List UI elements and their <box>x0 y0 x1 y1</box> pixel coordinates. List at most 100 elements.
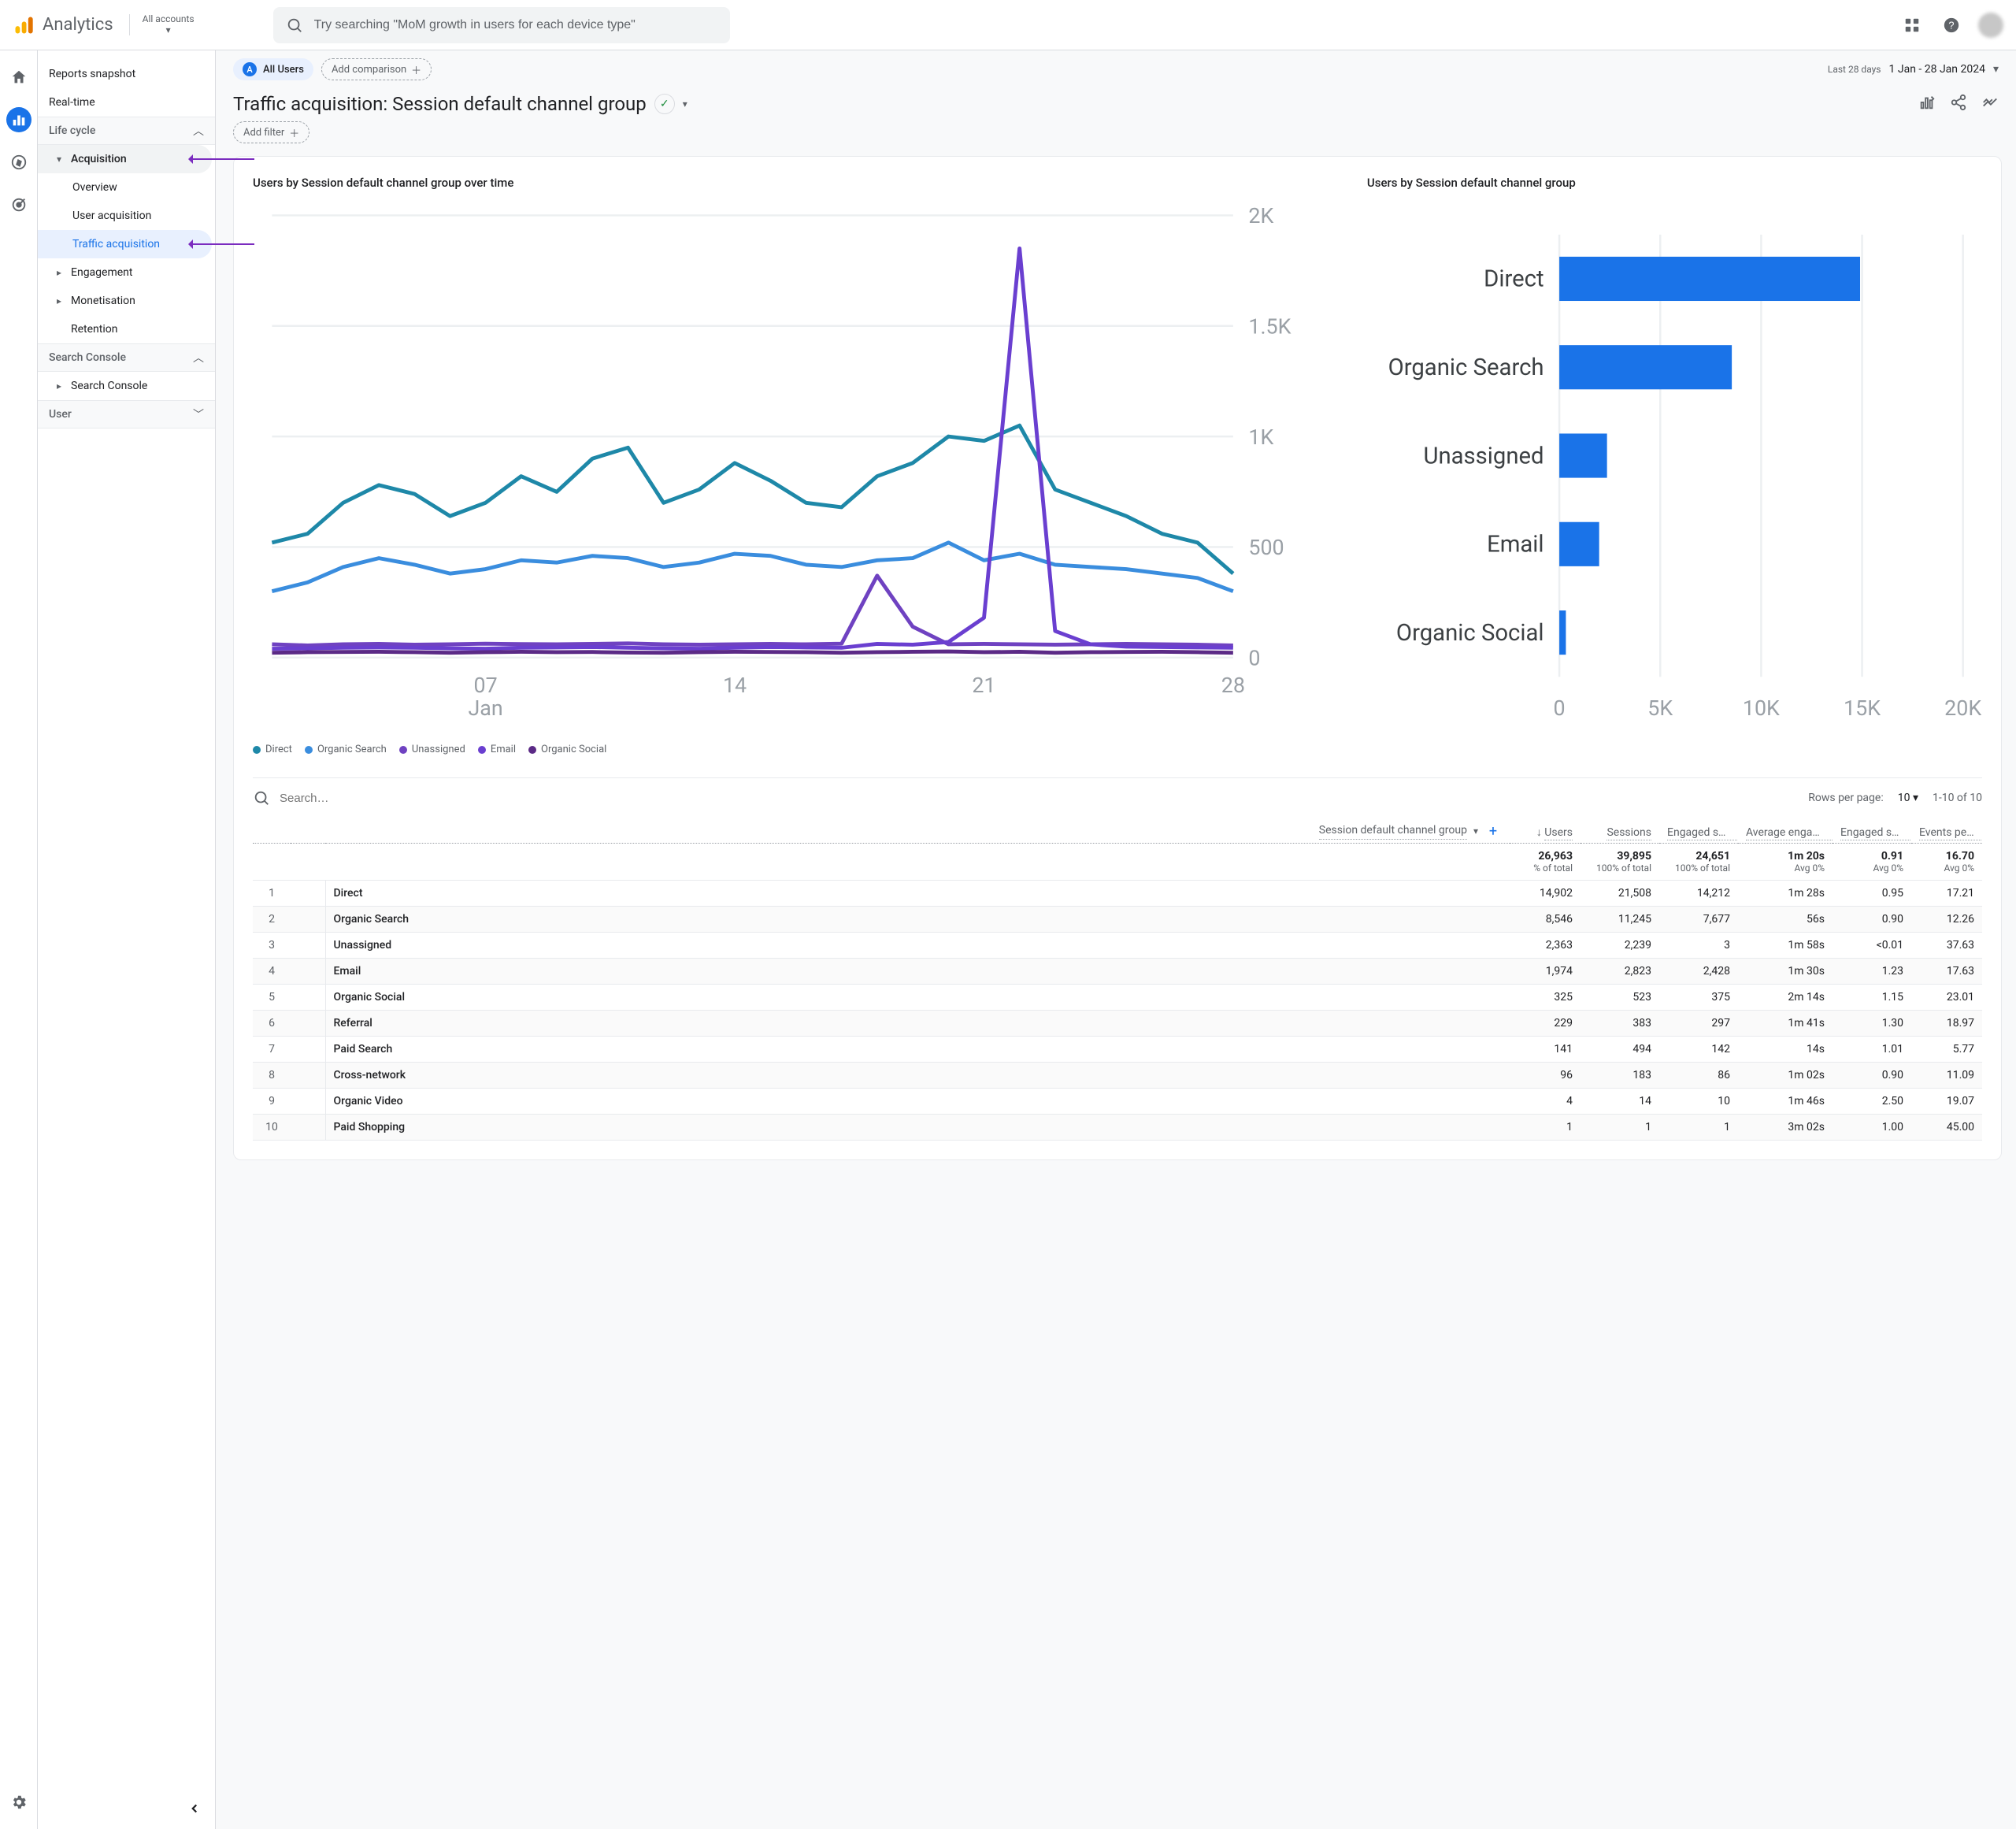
chevron-up-icon: ︿ <box>193 123 204 139</box>
caret-right-icon: ▸ <box>57 295 69 306</box>
svg-text:20K: 20K <box>1944 696 1981 721</box>
table-row[interactable]: 1Direct14,90221,50814,2121m 28s0.9517.21 <box>253 881 1982 907</box>
collapse-nav-icon[interactable] <box>183 1797 206 1820</box>
verified-icon[interactable]: ✓ <box>654 94 675 114</box>
table-row[interactable]: 7Paid Search14149414214s1.015.77 <box>253 1037 1982 1063</box>
pager-text: 1-10 of 10 <box>1933 792 1982 804</box>
svg-text:5K: 5K <box>1647 696 1673 721</box>
table-search[interactable] <box>253 789 451 807</box>
rail-reports-icon[interactable] <box>6 107 32 132</box>
account-label: All accounts <box>143 14 195 24</box>
help-icon[interactable]: ? <box>1939 13 1964 38</box>
date-range-picker[interactable]: Last 28 days 1 Jan - 28 Jan 2024 ▾ <box>1828 63 1999 76</box>
data-table: Session default channel group ▾ + ↓ User… <box>253 816 1982 1141</box>
table-row[interactable]: 9Organic Video414101m 46s2.5019.07 <box>253 1089 1982 1115</box>
legend-swatch <box>528 746 536 754</box>
svg-text:Organic Search: Organic Search <box>1388 354 1544 381</box>
table-totals-row: 26,963% of total39,895100% of total24,65… <box>253 844 1982 881</box>
svg-text:0: 0 <box>1248 646 1260 671</box>
nav-group-search-console[interactable]: Search Console︿ <box>38 343 215 372</box>
nav-acquisition[interactable]: ▾ Acquisition <box>38 145 212 173</box>
col-events-per-session[interactable]: Events per session <box>1911 816 1982 844</box>
svg-text:Unassigned: Unassigned <box>1423 443 1544 469</box>
primary-rail <box>0 50 38 1829</box>
apps-icon[interactable] <box>1899 13 1925 38</box>
nav-search-console[interactable]: ▸Search Console <box>38 372 212 400</box>
svg-text:10K: 10K <box>1743 696 1780 721</box>
title-menu-caret[interactable]: ▾ <box>683 98 687 109</box>
col-sessions[interactable]: Sessions <box>1581 816 1659 844</box>
rows-per-page-select[interactable]: 10 ▾ <box>1898 792 1918 804</box>
search-icon <box>253 789 270 807</box>
rail-home-icon[interactable] <box>6 65 32 90</box>
topbar: Analytics All accounts ▾ ? <box>0 0 2016 50</box>
rail-advertising-icon[interactable] <box>6 192 32 217</box>
sort-down-icon: ↓ <box>1536 826 1542 839</box>
table-row[interactable]: 2Organic Search8,54611,2457,67756s0.9012… <box>253 907 1982 933</box>
col-engaged-per-user[interactable]: Engaged sessions per user <box>1833 816 1911 844</box>
table-row[interactable]: 4Email1,9742,8232,4281m 30s1.2317.63 <box>253 959 1982 985</box>
rows-per-page-label: Rows per page: <box>1808 792 1883 804</box>
rail-explore-icon[interactable] <box>6 150 32 175</box>
legend-item[interactable]: Organic Social <box>528 744 606 755</box>
nav-overview[interactable]: Overview <box>38 173 212 202</box>
table-search-input[interactable] <box>278 791 451 806</box>
bar-chart: 05K10K15K20KDirectOrganic SearchUnassign… <box>1367 196 1982 734</box>
chevron-up-icon: ︿ <box>193 350 204 365</box>
product-logo[interactable]: Analytics <box>13 14 113 36</box>
insights-icon[interactable] <box>1981 94 1999 114</box>
add-dimension-button[interactable]: + <box>1484 822 1502 840</box>
col-avg-engagement[interactable]: Average engagement time per session <box>1738 816 1833 844</box>
nav-real-time[interactable]: Real-time <box>38 88 212 117</box>
avatar[interactable] <box>1978 13 2003 38</box>
annotation-arrow <box>191 158 254 160</box>
col-engaged-sessions[interactable]: Engaged sessions <box>1659 816 1738 844</box>
legend-item[interactable]: Organic Search <box>305 744 387 755</box>
legend-item[interactable]: Direct <box>253 744 292 755</box>
nav-group-user[interactable]: User﹀ <box>38 400 215 428</box>
chevron-down-icon: ▾ <box>1913 792 1918 804</box>
bar-chart-title: Users by Session default channel group <box>1367 176 1982 190</box>
table-row[interactable]: 10Paid Shopping1113m 02s1.0045.00 <box>253 1115 1982 1141</box>
main-panel: A All Users Add comparison＋ Last 28 days… <box>216 50 2016 1829</box>
table-row[interactable]: 5Organic Social3255233752m 14s1.1523.01 <box>253 985 1982 1011</box>
nav-retention[interactable]: Retention <box>38 315 212 343</box>
nav-group-life-cycle[interactable]: Life cycle ︿ <box>38 117 215 145</box>
table-row[interactable]: 8Cross-network96183861m 02s0.9011.09 <box>253 1063 1982 1089</box>
legend-item[interactable]: Unassigned <box>399 744 465 755</box>
svg-text:1K: 1K <box>1248 425 1273 450</box>
nav-reports-snapshot[interactable]: Reports snapshot <box>38 60 212 88</box>
svg-text:Jan: Jan <box>469 696 503 721</box>
svg-text:500: 500 <box>1248 535 1284 560</box>
svg-text:2K: 2K <box>1248 203 1273 228</box>
add-filter-button[interactable]: Add filter＋ <box>233 121 309 143</box>
search-input[interactable] <box>313 17 717 33</box>
col-users[interactable]: ↓ Users <box>1510 816 1581 844</box>
nav-user-acquisition[interactable]: User acquisition <box>38 202 212 230</box>
legend-swatch <box>253 746 261 754</box>
svg-text:28: 28 <box>1221 673 1245 698</box>
report-card: Users by Session default channel group o… <box>233 156 2002 1160</box>
nav-monetisation[interactable]: ▸Monetisation <box>38 287 212 315</box>
rail-admin-icon[interactable] <box>6 1790 32 1815</box>
caret-right-icon: ▸ <box>57 380 69 391</box>
search-icon <box>286 17 303 34</box>
customize-report-icon[interactable] <box>1918 94 1936 114</box>
plus-icon: ＋ <box>289 125 299 140</box>
chevron-down-icon[interactable]: ▾ <box>1473 825 1478 838</box>
account-switcher[interactable]: All accounts ▾ <box>129 14 195 35</box>
dim-header[interactable]: Session default channel group <box>1319 823 1467 839</box>
product-name: Analytics <box>43 15 113 35</box>
add-comparison-button[interactable]: Add comparison＋ <box>321 58 432 80</box>
svg-text:?: ? <box>1948 19 1954 31</box>
nav-traffic-acquisition[interactable]: Traffic acquisition <box>38 230 212 258</box>
global-search[interactable] <box>273 7 730 43</box>
svg-text:07: 07 <box>474 673 498 698</box>
nav-engagement[interactable]: ▸Engagement <box>38 258 212 287</box>
table-row[interactable]: 6Referral2293832971m 41s1.3018.97 <box>253 1011 1982 1037</box>
share-icon[interactable] <box>1950 94 1967 114</box>
caret-right-icon: ▸ <box>57 267 69 278</box>
legend-item[interactable]: Email <box>478 744 516 755</box>
table-row[interactable]: 3Unassigned2,3632,23931m 58s<0.0137.63 <box>253 933 1982 959</box>
audience-chip[interactable]: A All Users <box>233 58 313 80</box>
